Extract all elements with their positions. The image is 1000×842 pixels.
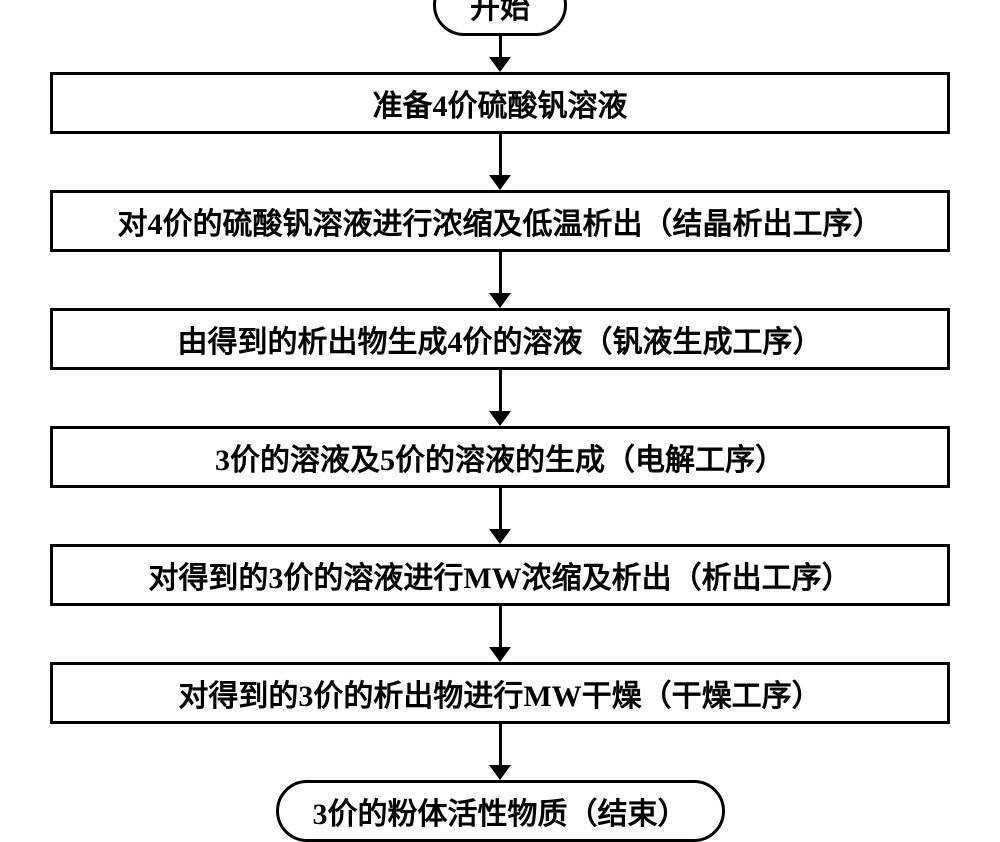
process-step-6: 对得到的3价的析出物进行MW干燥（干燥工序） [50, 662, 950, 724]
arrow-head [489, 647, 511, 662]
arrow-head [489, 529, 511, 544]
arrow-shaft [499, 488, 502, 530]
arrow-shaft [499, 134, 502, 176]
arrow-head [489, 765, 511, 780]
arrow [489, 36, 511, 72]
arrow [489, 134, 511, 190]
step-label: 对4价的硫酸钒溶液进行浓缩及低温析出（结晶析出工序） [118, 208, 883, 241]
step-label: 3价的溶液及5价的溶液的生成（电解工序） [215, 444, 785, 477]
step-label: 对得到的3价的析出物进行MW干燥（干燥工序） [178, 680, 821, 713]
arrow [489, 606, 511, 662]
flowchart-container: 开始 准备4价硫酸钒溶液 对4价的硫酸钒溶液进行浓缩及低温析出（结晶析出工序） … [50, 0, 950, 842]
arrow-head [489, 293, 511, 308]
arrow-head [489, 411, 511, 426]
process-step-2: 对4价的硫酸钒溶液进行浓缩及低温析出（结晶析出工序） [50, 190, 950, 252]
process-step-5: 对得到的3价的溶液进行MW浓缩及析出（析出工序） [50, 544, 950, 606]
arrow [489, 488, 511, 544]
arrow-shaft [499, 252, 502, 294]
end-label: 3价的粉体活性物质（结束） [313, 798, 688, 831]
process-step-1: 准备4价硫酸钒溶液 [50, 72, 950, 134]
arrow-shaft [499, 724, 502, 766]
arrow [489, 252, 511, 308]
start-label: 开始 [470, 0, 530, 25]
arrow-head [489, 57, 511, 72]
arrow-head [489, 175, 511, 190]
start-node: 开始 [433, 0, 567, 36]
process-step-3: 由得到的析出物生成4价的溶液（钒液生成工序） [50, 308, 950, 370]
process-step-4: 3价的溶液及5价的溶液的生成（电解工序） [50, 426, 950, 488]
step-label: 准备4价硫酸钒溶液 [373, 90, 628, 123]
arrow-shaft [499, 606, 502, 648]
step-label: 由得到的析出物生成4价的溶液（钒液生成工序） [178, 326, 823, 359]
arrow-shaft [499, 370, 502, 412]
arrow-shaft [499, 36, 502, 58]
arrow [489, 370, 511, 426]
arrow [489, 724, 511, 780]
end-node: 3价的粉体活性物质（结束） [276, 780, 725, 842]
step-label: 对得到的3价的溶液进行MW浓缩及析出（析出工序） [148, 562, 851, 595]
